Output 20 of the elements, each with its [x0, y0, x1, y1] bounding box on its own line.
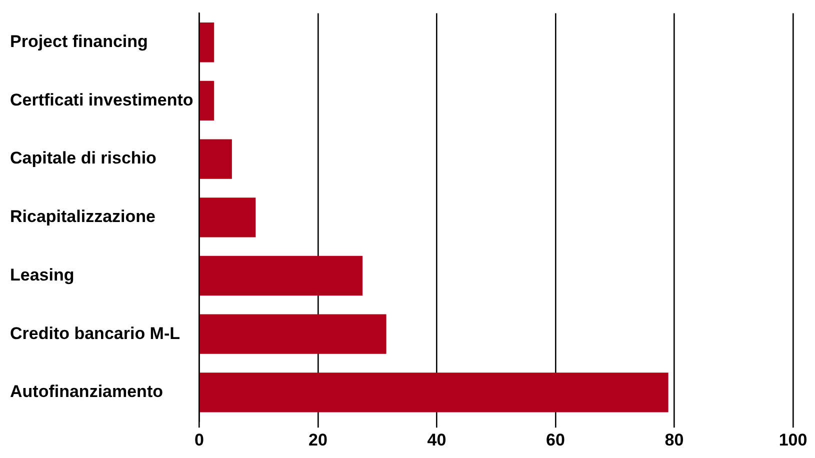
bar — [200, 256, 363, 296]
y-tick-label: Autofinanziamento — [10, 382, 163, 402]
y-tick-label: Project financing — [10, 32, 148, 52]
y-tick-label: Capitale di rischio — [10, 148, 156, 168]
x-tick-label: 100 — [778, 430, 808, 450]
y-tick-label: Credito bancario M-L — [10, 324, 180, 343]
x-tick-label: 40 — [427, 430, 446, 450]
bar — [200, 372, 668, 412]
x-tick-label: 80 — [664, 430, 684, 450]
bar — [200, 22, 214, 62]
x-tick-label: 20 — [308, 430, 328, 450]
x-tick-label: 60 — [546, 430, 565, 450]
y-tick-label: Ricapitalizzazione — [10, 207, 156, 226]
bar — [200, 139, 232, 179]
bar — [200, 80, 214, 121]
bar — [200, 198, 256, 238]
x-tick-label: 0 — [194, 430, 204, 450]
bar — [200, 314, 386, 354]
y-tick-label: Certficati investimento — [10, 90, 194, 110]
y-tick-label: Leasing — [10, 265, 74, 284]
